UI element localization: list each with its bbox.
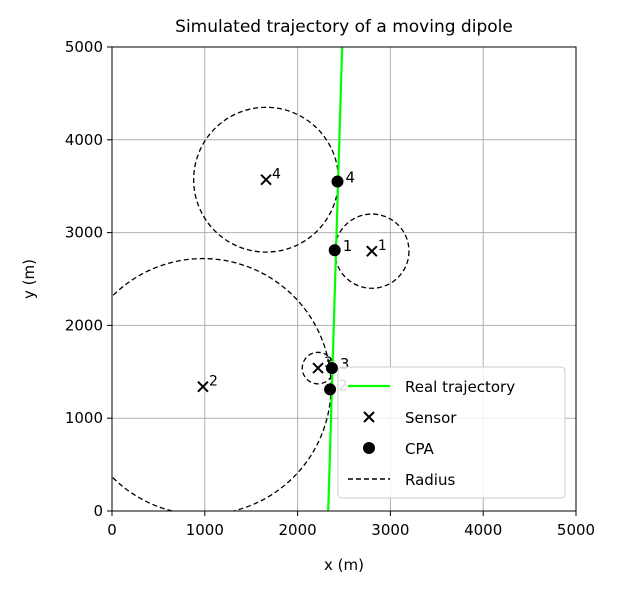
y-tick-label: 5000 [65,38,103,56]
cpa-point-3 [325,362,338,375]
x-tick-label: 5000 [557,521,595,539]
cpa-label-3: 3 [340,355,350,373]
x-tick-label: 0 [107,521,117,539]
sensor-label-3: 3 [324,355,333,371]
sensor-label-4: 4 [272,167,281,183]
y-tick-label: 1000 [65,409,103,427]
y-axis-label: y (m) [20,259,38,299]
cpa-label-1: 1 [343,237,353,255]
y-tick-label: 0 [93,502,103,520]
sensor-label-1: 1 [378,238,387,254]
cpa-point-4 [331,175,344,188]
x-tick-label: 2000 [279,521,317,539]
axes: 0 1000 2000 3000 4000 5000 0 1000 2000 3000 4000 50… [65,38,595,539]
x-tick-label: 4000 [464,521,502,539]
legend-label: Radius [405,471,455,489]
sensor-marker-stroke [312,362,324,374]
x-tick-label: 3000 [371,521,409,539]
y-tick-label: 2000 [65,316,103,334]
sensor-marker-2 [197,380,209,393]
cpa-point-2 [324,383,337,396]
cpa-label-4: 4 [346,169,356,187]
sensor-marker-4 [260,173,272,186]
y-tick-label: 3000 [65,224,103,242]
plot-frame [111,46,577,512]
legend-label: Sensor [405,409,457,427]
sensor-marker-stroke [197,380,209,393]
sensor-marker-stroke [260,173,272,186]
sensor-marker-3 [312,362,324,374]
cpa-point-1 [328,244,341,257]
legend-label: Real trajectory [405,378,515,396]
legend-sensor-swatch [363,411,375,423]
legend: Real trajectory Sensor CPA Radius [337,366,566,499]
y-tick-label: 4000 [65,131,103,149]
x-axis-label: x (m) [324,556,364,574]
x-tick-label: 1000 [186,521,224,539]
legend-box [337,366,566,499]
sensor-label-2: 2 [209,374,218,390]
sensor-marker-1 [366,245,378,257]
trajectory-line [327,47,344,511]
legend-label: CPA [405,440,435,458]
sensor-marker-stroke [366,245,378,257]
legend-cpa-swatch [363,442,375,454]
chart-title: Simulated trajectory of a moving dipole [175,17,513,37]
